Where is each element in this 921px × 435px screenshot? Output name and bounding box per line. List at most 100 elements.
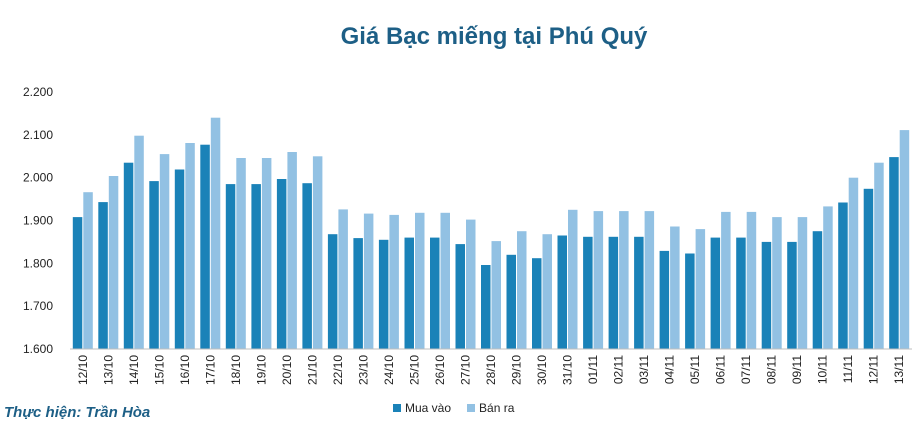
bar-mua-vao [200, 144, 210, 349]
bar-ban-ra [287, 152, 297, 349]
x-tick-label: 31/10 [561, 355, 575, 385]
bar-mua-vao [72, 217, 83, 349]
bar-mua-vao [583, 236, 593, 349]
y-tick-label: 2.200 [23, 85, 53, 99]
bar-ban-ra [261, 158, 272, 349]
y-axis: 1.600 1.700 1.800 1.900 2.000 2.100 2.200 [23, 85, 53, 356]
x-tick-label: 13/10 [101, 355, 115, 385]
x-tick-label: 08/11 [765, 355, 779, 384]
x-tick-label: 30/10 [535, 355, 549, 385]
legend-label-ban-ra: Bán ra [479, 401, 515, 415]
bar-ban-ra [823, 206, 833, 349]
bar-mua-vao [659, 250, 670, 349]
credit-text: Thực hiện: Trần Hòa [4, 404, 151, 421]
bar-ban-ra [389, 214, 399, 349]
x-tick-label: 22/10 [331, 355, 345, 385]
x-tick-label: 10/11 [816, 355, 830, 384]
bar-ban-ra [236, 158, 246, 349]
bar-ban-ra [542, 234, 552, 349]
bar-ban-ra [848, 177, 859, 349]
bar-ban-ra [899, 130, 910, 349]
legend-swatch-ban-ra [467, 404, 476, 412]
x-tick-label: 04/11 [663, 355, 677, 384]
bar-ban-ra [695, 229, 706, 349]
bar-mua-vao [710, 237, 721, 349]
bar-ban-ra [210, 117, 221, 349]
chart-title: Giá Bạc miếng tại Phú Quý [341, 23, 648, 50]
x-tick-label: 20/10 [280, 355, 294, 385]
bar-mua-vao [736, 237, 746, 349]
bar-mua-vao [430, 237, 440, 349]
bar-mua-vao [685, 253, 695, 349]
bar-ban-ra [312, 156, 323, 349]
bar-ban-ra [159, 154, 170, 349]
legend-item-mua-vao: Mua vào [393, 401, 451, 415]
bar-ban-ra [440, 212, 450, 349]
y-tick-label: 2.100 [23, 128, 53, 142]
bar-ban-ra [491, 241, 501, 349]
bar-mua-vao [174, 169, 185, 349]
x-tick-label: 03/11 [637, 355, 651, 384]
x-tick-label: 28/10 [484, 355, 498, 385]
bar-mua-vao [532, 258, 542, 349]
bar-ban-ra [363, 213, 374, 349]
bar-ban-ra [593, 211, 604, 349]
bar-mua-vao [98, 202, 108, 349]
bar-ban-ra [721, 211, 731, 349]
x-tick-label: 23/10 [356, 355, 370, 385]
x-tick-label: 29/10 [510, 355, 524, 385]
bar-ban-ra [874, 162, 884, 349]
bar-mua-vao [812, 231, 823, 349]
x-tick-label: 12/10 [76, 355, 90, 385]
y-tick-label: 1.700 [23, 299, 53, 313]
bar-mua-vao [225, 184, 236, 349]
bar-mua-vao [353, 238, 363, 349]
bar-mua-vao [761, 241, 772, 349]
bars [72, 117, 910, 349]
bar-ban-ra [108, 176, 119, 349]
bar-ban-ra [83, 192, 93, 349]
x-tick-label: 16/10 [178, 355, 192, 385]
y-tick-label: 2.000 [23, 171, 53, 185]
x-tick-label: 06/11 [714, 355, 728, 384]
x-tick-label: 15/10 [152, 355, 166, 385]
bar-ban-ra [466, 219, 476, 349]
bar-ban-ra [797, 217, 808, 349]
bar-ban-ra [185, 143, 195, 349]
bar-mua-vao [787, 241, 797, 349]
bar-ban-ra [619, 211, 629, 349]
bar-ban-ra [670, 226, 680, 349]
x-tick-label: 24/10 [382, 355, 396, 385]
legend-item-ban-ra: Bán ra [467, 401, 514, 415]
bar-mua-vao [863, 188, 874, 349]
legend: Mua vào Bán ra [393, 401, 514, 415]
y-tick-label: 1.900 [23, 214, 53, 228]
bar-ban-ra [134, 135, 144, 349]
bar-ban-ra [772, 217, 782, 349]
bar-mua-vao [404, 237, 414, 349]
bar-mua-vao [378, 239, 389, 349]
bar-mua-vao [838, 202, 848, 349]
x-tick-label: 13/11 [892, 355, 906, 384]
x-tick-label: 25/10 [408, 355, 422, 385]
bar-ban-ra [746, 211, 757, 349]
x-tick-label: 02/11 [612, 355, 626, 384]
bar-mua-vao [276, 179, 287, 349]
bar-mua-vao [327, 234, 338, 349]
bar-mua-vao [608, 236, 619, 349]
bar-mua-vao [506, 254, 516, 349]
bar-mua-vao [481, 265, 491, 349]
bar-mua-vao [634, 236, 644, 349]
bar-ban-ra [644, 211, 655, 349]
bar-mua-vao [149, 181, 159, 349]
bar-mua-vao [123, 162, 134, 349]
x-tick-label: 05/11 [688, 355, 702, 384]
x-tick-label: 26/10 [433, 355, 447, 385]
x-tick-label: 11/11 [841, 355, 855, 384]
bar-ban-ra [338, 209, 348, 349]
legend-swatch-mua-vao [393, 404, 401, 412]
bar-mua-vao [455, 244, 465, 349]
bar-ban-ra [568, 209, 578, 349]
